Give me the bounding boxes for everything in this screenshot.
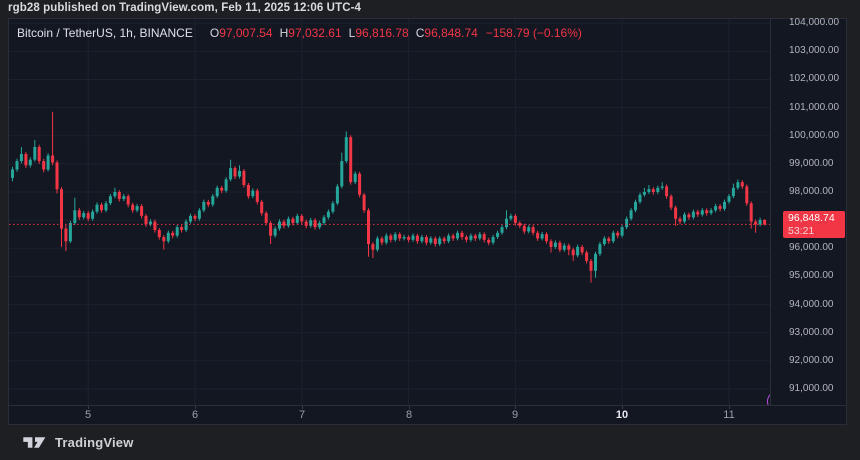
price-tick-label: 94,000.00 <box>789 299 834 310</box>
time-tick-label: 11 <box>723 409 735 421</box>
price-chart[interactable]: Bitcoin / TetherUS, 1h, BINANCE O97,007.5… <box>9 19 770 405</box>
price-tick-label: 104,000.00 <box>789 17 840 28</box>
last-price-badge: 96,848.74 53:21 <box>783 211 845 238</box>
last-price-value: 96,848.74 <box>788 212 835 224</box>
price-tick-label: 99,000.00 <box>789 158 834 169</box>
tradingview-logo-icon[interactable] <box>22 435 48 450</box>
time-tick-label: 9 <box>511 409 519 421</box>
ohlc-value: 96,816.78 <box>355 26 409 40</box>
time-tick-label: 8 <box>405 409 413 421</box>
price-tick-label: 93,000.00 <box>789 327 834 338</box>
ohlc-label: L <box>348 26 356 40</box>
time-tick-mark <box>409 406 410 409</box>
price-tick-label: 91,000.00 <box>789 383 834 394</box>
ohlc-value: 97,032.61 <box>288 26 342 40</box>
price-tick-label: 95,000.00 <box>789 270 834 281</box>
ohlc-values: O97,007.54 H97,032.61 L96,816.78 C96,848.74 <box>203 26 478 40</box>
time-tick-mark <box>622 406 623 409</box>
supercharts-lightning-button[interactable] <box>767 391 770 405</box>
time-tick-label: 6 <box>191 409 199 421</box>
candlestick-canvas[interactable] <box>9 19 770 405</box>
symbol-title[interactable]: Bitcoin / TetherUS, 1h, BINANCE <box>17 26 193 40</box>
ohlc-value: 97,007.54 <box>219 26 273 40</box>
price-tick-label: 100,000.00 <box>789 130 840 141</box>
tradingview-wordmark[interactable]: TradingView <box>55 435 134 450</box>
chart-legend: Bitcoin / TetherUS, 1h, BINANCE O97,007.5… <box>17 26 582 40</box>
price-tick-label: 98,000.00 <box>789 186 834 197</box>
price-tick-label: 102,000.00 <box>789 73 840 84</box>
ohlc-label: O <box>209 26 220 40</box>
price-axis[interactable]: 104,000.00 103,000.00 102,000.00 101,000.00… <box>770 17 846 405</box>
time-axis[interactable]: 5 6 7 8 9 10 11 <box>9 405 846 424</box>
price-tick-label: 96,000.00 <box>789 242 834 253</box>
change-value: −158.79 (−0.16%) <box>485 26 582 40</box>
price-tick-label: 101,000.00 <box>789 102 840 113</box>
time-tick-mark <box>195 406 196 409</box>
bar-countdown: 53:21 <box>788 225 815 237</box>
lightning-bolt-icon <box>768 392 770 405</box>
ohlc-label: H <box>279 26 289 40</box>
ohlc-value: 96,848.74 <box>424 26 478 40</box>
ohlc-label: C <box>415 26 425 40</box>
footer-bar: TradingView <box>22 425 134 460</box>
time-tick-mark <box>515 406 516 409</box>
price-tick-label: 103,000.00 <box>789 45 840 56</box>
price-tick-label: 92,000.00 <box>789 355 834 366</box>
time-tick-mark <box>88 406 89 409</box>
time-tick-label: 7 <box>298 409 306 421</box>
time-tick-label: 10 <box>615 409 629 421</box>
chart-panel: Bitcoin / TetherUS, 1h, BINANCE O97,007.5… <box>8 17 847 425</box>
time-tick-label: 5 <box>84 409 92 421</box>
attribution-bar: rgb28 published on TradingView.com, Feb … <box>8 2 362 14</box>
time-tick-mark <box>729 406 730 409</box>
time-tick-mark <box>302 406 303 409</box>
